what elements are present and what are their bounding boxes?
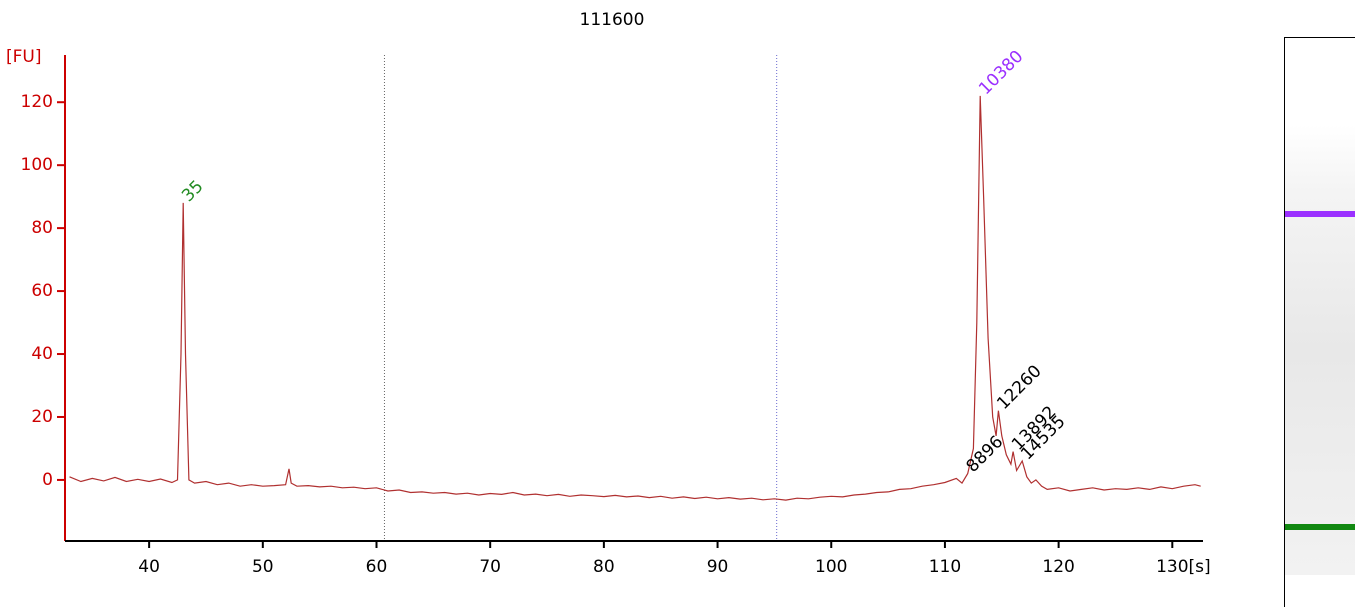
x-tick-label: 40 [138, 557, 160, 577]
peak-label: 12260 [993, 361, 1045, 413]
x-tick-label: 70 [479, 557, 501, 577]
x-tick-label: 120 [1042, 557, 1074, 577]
y-tick-label: 100 [21, 155, 53, 175]
chart-title: 111600 [580, 10, 645, 30]
x-tick-label: 50 [252, 557, 274, 577]
y-axis-label: [FU] [6, 47, 42, 67]
gel-band [1285, 211, 1355, 217]
x-tick-label: 60 [366, 557, 388, 577]
x-tick-label: 130 [1156, 557, 1188, 577]
gel-band [1285, 524, 1355, 530]
gel-lane [1284, 37, 1355, 607]
peak-label: 10380 [975, 47, 1027, 99]
trace [69, 95, 1201, 501]
x-tick-label: 110 [929, 557, 961, 577]
y-tick-label: 60 [31, 281, 53, 301]
x-tick-label: 100 [815, 557, 847, 577]
x-axis-label: [s] [1189, 557, 1211, 577]
x-tick-label: 80 [593, 557, 615, 577]
peak-label: 8896 [963, 432, 1008, 477]
y-tick-label: 20 [31, 407, 53, 427]
gel-background [1285, 125, 1355, 575]
y-tick-label: 80 [31, 218, 53, 238]
y-tick-label: 120 [21, 92, 53, 112]
y-tick-label: 40 [31, 344, 53, 364]
peak-label: 35 [178, 177, 207, 206]
y-tick-label: 0 [42, 470, 53, 490]
x-tick-label: 90 [707, 557, 729, 577]
